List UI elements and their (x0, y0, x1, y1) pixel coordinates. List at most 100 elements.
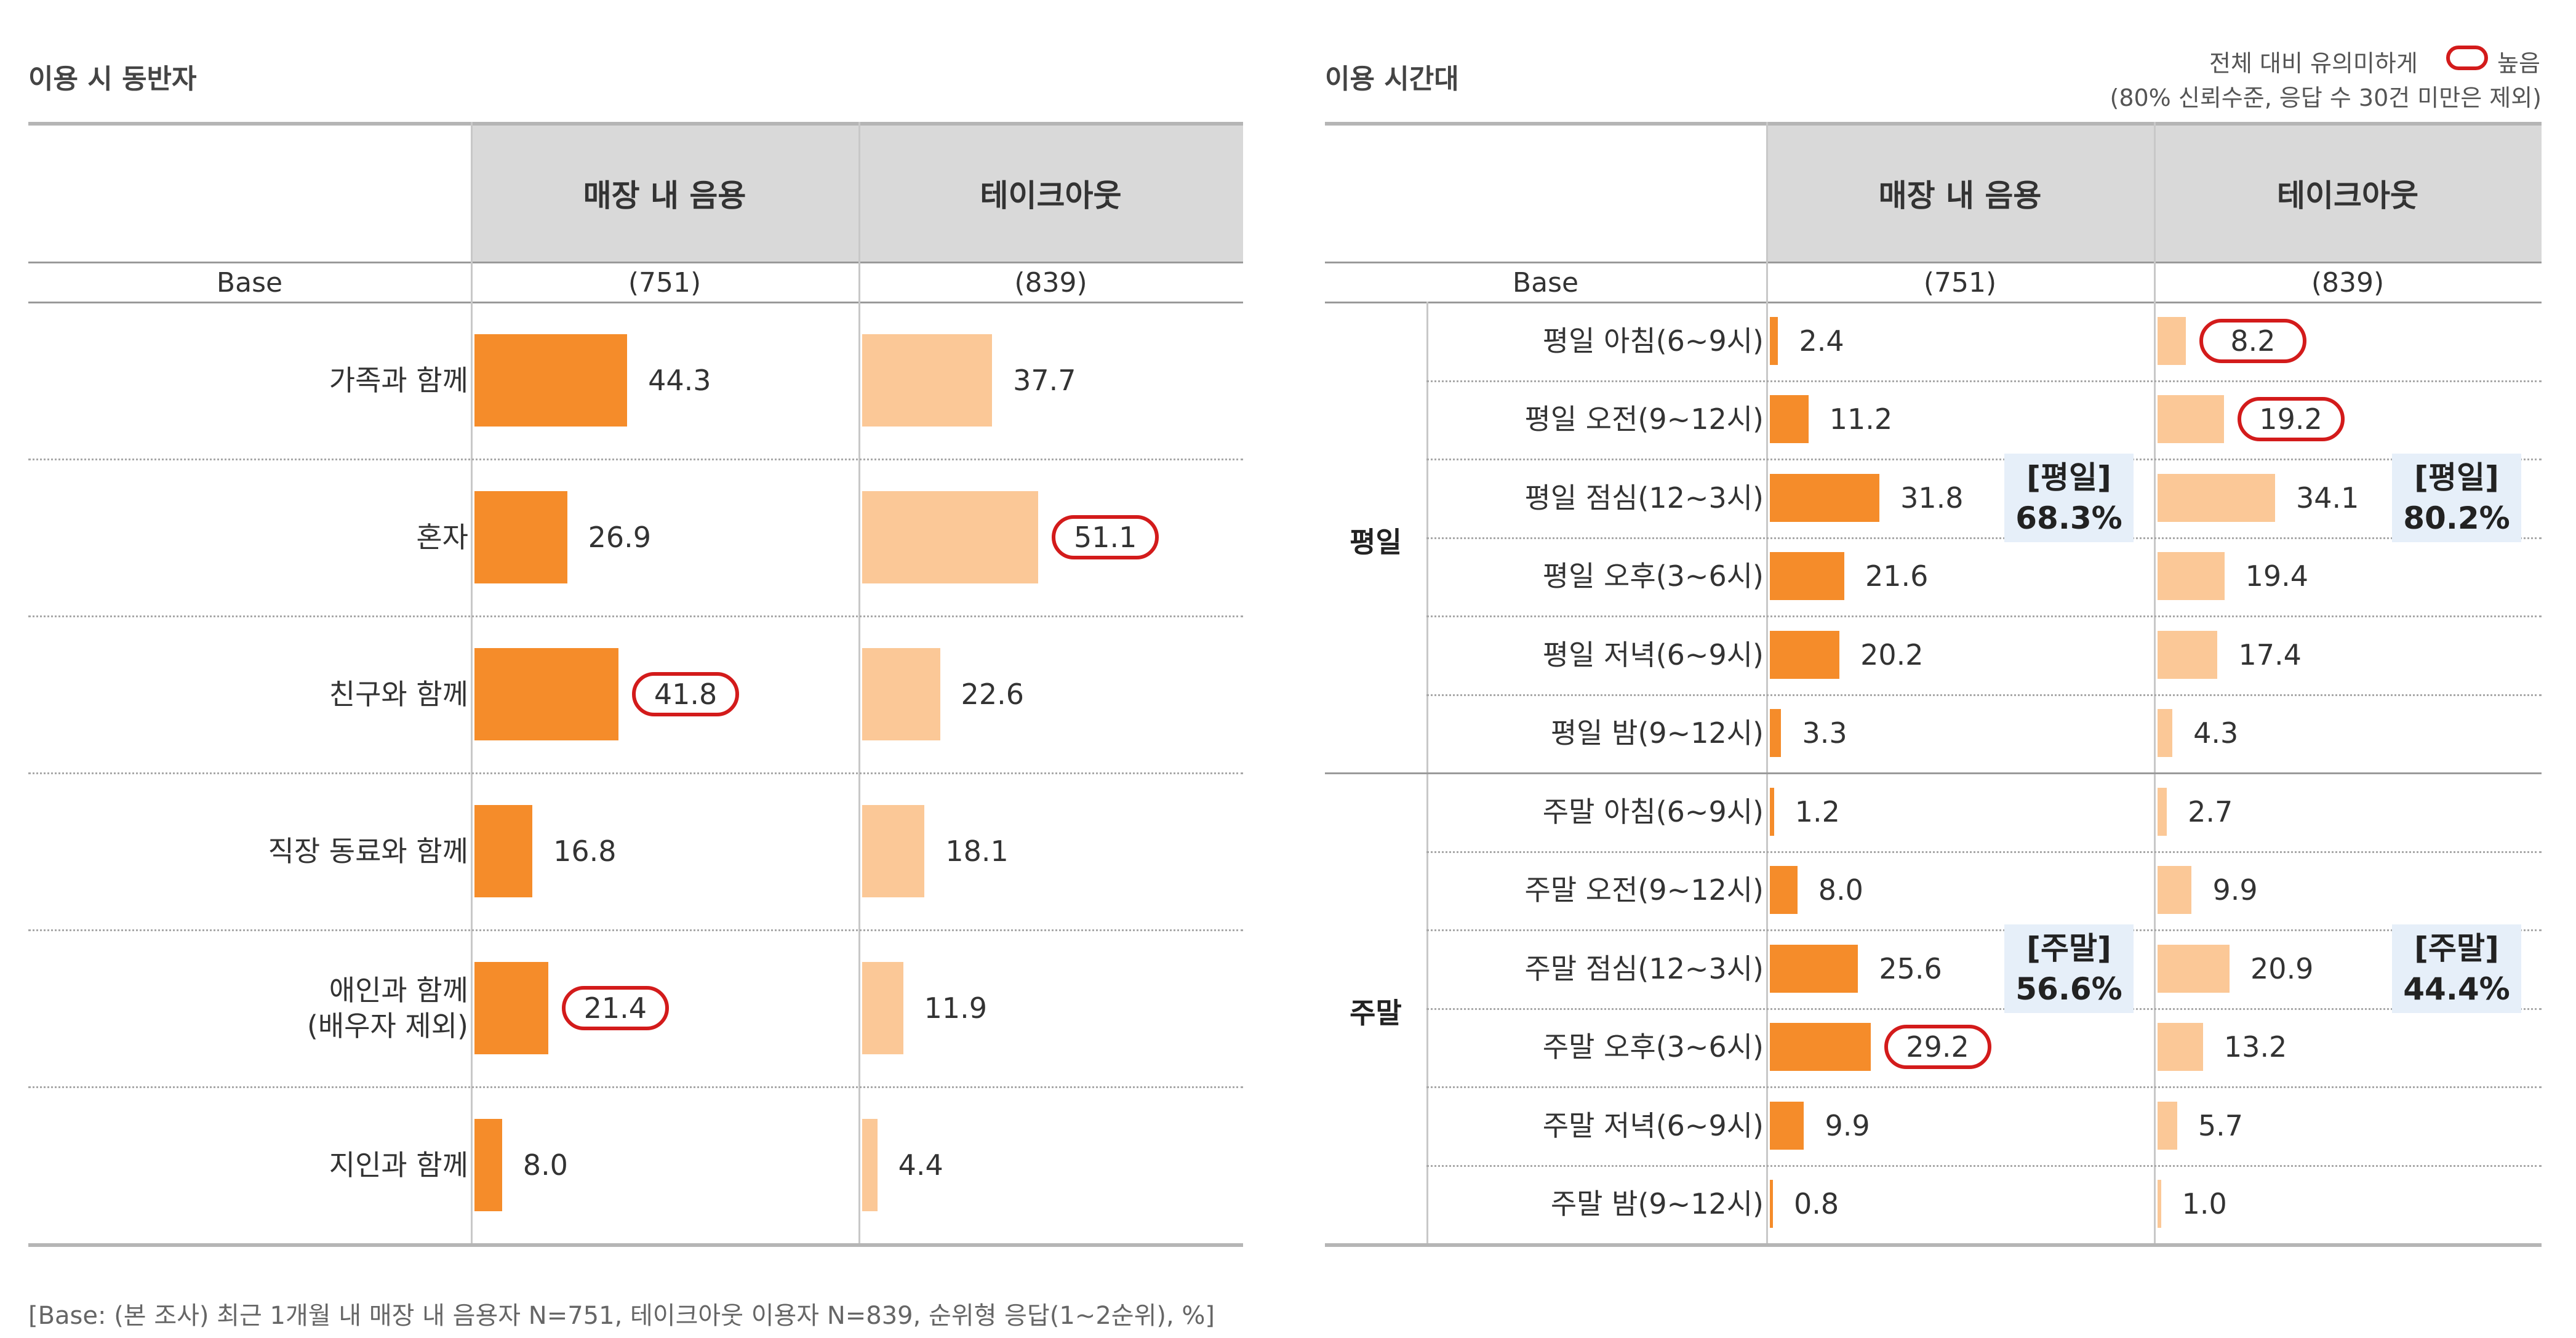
takeout-bar (862, 491, 1039, 583)
table-top-rule (28, 122, 1243, 126)
legend-condition: (80% 신뢰수준, 응답 수 30건 미만은 제외) (2110, 84, 2542, 111)
in-store-bar (1770, 1023, 1871, 1072)
takeout-bar (2158, 709, 2173, 758)
takeout-bar (862, 961, 903, 1054)
in-store-value: 16.8 (553, 834, 617, 868)
takeout-value: 9.9 (2212, 873, 2258, 907)
column-divider (858, 122, 860, 1243)
row-separator (1426, 1164, 2542, 1167)
takeout-bar (2158, 630, 2218, 679)
takeout-value: 17.4 (2238, 638, 2302, 671)
takeout-value: 5.7 (2198, 1108, 2244, 1142)
highlight-marker (2199, 318, 2306, 363)
in-store-bar (1770, 395, 1809, 444)
category-label: 평일 아침(6~9시) (1542, 324, 1764, 358)
takeout-bar (862, 804, 925, 897)
row-separator (1426, 929, 2542, 931)
takeout-value: 20.9 (2250, 951, 2314, 985)
in-store-value: 41.8 (654, 677, 718, 711)
column-header: 매장 내 음용 (1878, 178, 2042, 214)
chart-title: 이용 시 동반자 (28, 63, 197, 95)
column-divider (1766, 122, 1768, 1243)
in-store-value: 1.2 (1794, 795, 1840, 828)
in-store-value: 11.2 (1829, 403, 1893, 436)
highlight-marker (632, 671, 740, 716)
takeout-value: 4.3 (2193, 716, 2239, 750)
in-store-value: 8.0 (522, 1148, 568, 1182)
row-separator (1426, 1086, 2542, 1088)
in-store-value: 9.9 (1825, 1108, 1870, 1142)
group-separator (1325, 772, 2542, 774)
category-label: 주말 아침(6~9시) (1542, 795, 1764, 828)
category-label: 평일 오전(9~12시) (1524, 403, 1764, 436)
base-rule (1325, 302, 2542, 303)
row-separator (1426, 537, 2542, 539)
group-summary-in-store: [평일] 68.3% (2004, 453, 2134, 542)
group-label: 평일 (1350, 525, 1402, 559)
row-separator (1426, 615, 2542, 617)
category-label: 평일 오후(3~6시) (1542, 559, 1764, 593)
takeout-value: 22.6 (961, 677, 1024, 711)
group-summary-in-store: [주말] 56.6% (2004, 924, 2134, 1013)
takeout-value: 19.4 (2245, 559, 2309, 593)
takeout-bar (2158, 1180, 2161, 1228)
row-separator (28, 615, 1243, 617)
base-rule (28, 302, 1243, 303)
in-store-bar (1770, 787, 1774, 836)
in-store-value: 3.3 (1802, 716, 1847, 750)
in-store-value: 0.8 (1794, 1187, 1839, 1221)
takeout-value: 34.1 (2295, 481, 2359, 515)
in-store-value: 31.8 (1900, 481, 1964, 515)
takeout-value: 1.0 (2182, 1187, 2227, 1221)
group-summary-takeout: [평일] 80.2% (2392, 453, 2521, 542)
takeout-bar (2158, 395, 2224, 444)
column-divider (471, 122, 473, 1243)
category-label: 주말 점심(12~3시) (1524, 951, 1764, 985)
table-bottom-rule (28, 1243, 1243, 1247)
category-label: 혼자 (416, 520, 468, 554)
table-top-rule (1325, 122, 2542, 126)
category-label: 평일 밤(9~12시) (1550, 716, 1764, 750)
in-store-bar (1770, 552, 1844, 601)
takeout-value: 51.1 (1073, 520, 1137, 554)
in-store-value: 2.4 (1799, 324, 1844, 358)
takeout-bar (2158, 1101, 2177, 1150)
category-label: 가족과 함께 (329, 363, 468, 397)
in-store-value: 29.2 (1906, 1030, 1969, 1064)
in-store-value: 8.0 (1818, 873, 1863, 907)
in-store-bar (1770, 1180, 1773, 1228)
row-separator (1426, 459, 2542, 460)
column-header: 테이크아웃 (2277, 178, 2418, 214)
base-label: Base (216, 267, 283, 298)
row-separator (28, 772, 1243, 774)
takeout-bar (862, 334, 993, 427)
legend-note: 전체 대비 유의미하게 (2209, 50, 2418, 77)
row-separator (28, 929, 1243, 931)
in-store-value: 21.4 (583, 991, 647, 1025)
column-header-bg (471, 126, 1243, 262)
legend-label: 높음 (2497, 50, 2540, 77)
in-store-bar (1770, 473, 1880, 522)
takeout-value: 2.7 (2188, 795, 2233, 828)
in-store-bar (1770, 630, 1840, 679)
row-separator (1426, 851, 2542, 853)
row-separator (1426, 1008, 2542, 1010)
legend-highlight-icon (2446, 46, 2488, 70)
row-separator (1426, 694, 2542, 696)
group-label: 주말 (1350, 996, 1402, 1030)
in-store-value: 44.3 (648, 363, 711, 397)
category-label: 주말 밤(9~12시) (1550, 1187, 1764, 1221)
table-bottom-rule (1325, 1243, 2542, 1247)
in-store-bar (1770, 866, 1798, 915)
category-label: 애인과 함께 (배우자 제외) (306, 973, 468, 1043)
takeout-value: 4.4 (898, 1148, 943, 1182)
takeout-value: 13.2 (2223, 1030, 2287, 1064)
in-store-value: 21.6 (1865, 559, 1929, 593)
takeout-value: 11.9 (924, 991, 988, 1025)
header-rule (1325, 262, 2542, 263)
takeout-bar (862, 1118, 878, 1211)
takeout-bar (2158, 473, 2275, 522)
category-label: 주말 오전(9~12시) (1524, 873, 1764, 907)
category-label: 지인과 함께 (329, 1148, 468, 1182)
